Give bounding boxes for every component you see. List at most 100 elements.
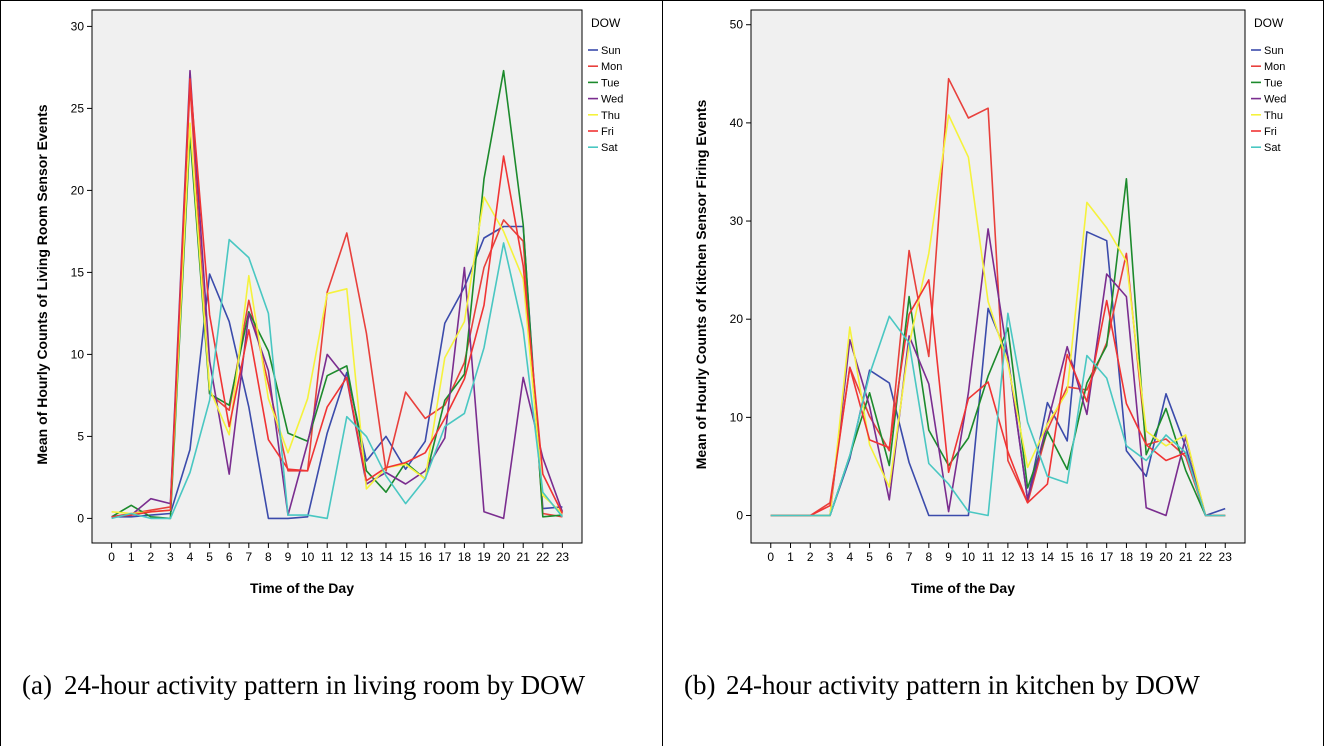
living-room-x-tick-label: 18	[458, 550, 472, 564]
living-room-x-tick-label: 6	[226, 550, 233, 564]
kitchen-x-tick-label: 17	[1100, 550, 1114, 564]
living-room-y-axis-label: Mean of Hourly Counts of Living Room Sen…	[34, 104, 50, 464]
living-room-series-line-sat	[111, 238, 564, 520]
kitchen-legend-label: Sat	[1264, 142, 1281, 154]
living-room-legend-title: DOW	[591, 16, 621, 30]
living-room-x-tick-label: 10	[301, 550, 315, 564]
kitchen-legend-title: DOW	[1254, 16, 1284, 30]
kitchen-x-tick-label: 11	[982, 550, 995, 564]
living-room-y-tick-label: 25	[71, 101, 85, 115]
kitchen-x-tick-label: 3	[827, 550, 834, 564]
living-room-y-tick-label: 20	[71, 183, 85, 197]
living-room-x-tick-label: 1	[128, 550, 135, 564]
living-room-x-tick-label: 12	[340, 550, 354, 564]
living-room-series-line-thu	[111, 122, 563, 515]
living-room-x-tick-label: 7	[245, 550, 252, 564]
kitchen-x-tick-label: 5	[866, 550, 873, 564]
kitchen-x-tick-label: 16	[1080, 550, 1094, 564]
living-room-x-tick-label: 14	[379, 550, 393, 564]
living-room-x-tick-label: 22	[536, 550, 550, 564]
living-room-plot-area	[91, 9, 583, 544]
chart-panel-living-room: 0 5 10 15 20 25 30 0 1 2 3 4 5 6 7 8 9 10 11 12 13 14 15 16 17 18…	[34, 9, 623, 596]
living-room-legend-label: Tue	[601, 77, 620, 89]
living-room-legend-label: Sat	[601, 142, 618, 154]
kitchen-series-group	[770, 77, 1226, 517]
kitchen-x-axis-label: Time of the Day	[911, 580, 1015, 596]
living-room-y-tick-label: 10	[71, 347, 85, 361]
living-room-x-tick-label: 0	[108, 550, 115, 564]
living-room-x-tick-label: 11	[321, 550, 334, 564]
living-room-x-tick-label: 23	[556, 550, 570, 564]
living-room-x-tick-label: 9	[285, 550, 292, 564]
kitchen-legend-label: Fri	[1264, 126, 1277, 138]
kitchen-x-tick-label: 14	[1041, 550, 1055, 564]
living-room-x-tick-label: 4	[187, 550, 194, 564]
kitchen-x-tick-label: 23	[1219, 550, 1233, 564]
chart-panel-kitchen: 0 10 20 30 40 50 0 1 2 3 4 5 6 7 8 9 10 11 12 13 14 15 16 17 18 1…	[662, 0, 1324, 746]
kitchen-y-tick-label: 40	[730, 116, 744, 130]
living-room-x-axis-label: Time of the Day	[250, 580, 354, 596]
living-room-x-tick-label: 13	[360, 550, 374, 564]
living-room-series-line-fri	[111, 78, 564, 518]
living-room-series-line-sun	[111, 225, 563, 520]
kitchen-y-tick-label: 0	[736, 509, 743, 523]
living-room-y-tick-label: 5	[77, 429, 84, 443]
living-room-x-tick-label: 5	[206, 550, 213, 564]
caption-b: (b) 24-hour activity pattern in kitchen b…	[684, 668, 1304, 702]
kitchen-y-axis-label: Mean of Hourly Counts of Kitchen Sensor …	[693, 100, 709, 470]
living-room-y-tick-label: 15	[71, 265, 85, 279]
living-room-series-group	[111, 69, 564, 520]
kitchen-x-tick-label: 6	[886, 550, 893, 564]
kitchen-x-tick-label: 1	[787, 550, 794, 564]
living-room-x-tick-label: 3	[167, 550, 174, 564]
kitchen-x-tick-label: 10	[962, 550, 976, 564]
kitchen-y-tick-label: 10	[730, 410, 744, 424]
caption-b-text: 24-hour activity pattern in kitchen by D…	[726, 670, 1200, 700]
living-room-x-tick-label: 21	[517, 550, 531, 564]
living-room-x-tick-label: 2	[147, 550, 154, 564]
kitchen-series-line-sat	[770, 312, 1226, 517]
kitchen-series-line-wed	[770, 228, 1226, 517]
living-room-x-tick-label: 8	[265, 550, 272, 564]
kitchen-x-tick-label: 13	[1021, 550, 1035, 564]
kitchen-x-tick-label: 9	[945, 550, 952, 564]
kitchen-legend-label: Mon	[1264, 61, 1285, 73]
kitchen-y-tick-label: 20	[730, 312, 744, 326]
living-room-y-tick-label: 30	[71, 19, 85, 33]
kitchen-x-tick-label: 15	[1060, 550, 1074, 564]
kitchen-legend-label: Tue	[1264, 77, 1283, 89]
kitchen-legend-label: Wed	[1264, 94, 1286, 106]
living-room-x-tick-label: 17	[438, 550, 452, 564]
caption-a-label: (a)	[22, 670, 52, 700]
kitchen-x-tick-label: 20	[1159, 550, 1173, 564]
kitchen-x-tick-label: 21	[1179, 550, 1193, 564]
kitchen-x-tick-label: 4	[846, 550, 853, 564]
panel-divider	[662, 0, 663, 746]
kitchen-y-tick-label: 50	[730, 18, 744, 32]
kitchen-x-tick-label: 22	[1199, 550, 1213, 564]
kitchen-legend-label: Thu	[1264, 110, 1283, 122]
living-room-x-tick-label: 15	[399, 550, 413, 564]
kitchen-series-line-thu	[770, 114, 1226, 517]
kitchen-x-tick-label: 19	[1140, 550, 1154, 564]
kitchen-x-tick-label: 8	[925, 550, 932, 564]
caption-a-text: 24-hour activity pattern in living room …	[64, 670, 586, 700]
caption-b-label: (b)	[684, 670, 716, 700]
living-room-x-tick-label: 19	[477, 550, 491, 564]
living-room-legend-label: Mon	[601, 61, 622, 73]
living-room-legend-label: Sun	[601, 45, 621, 57]
living-room-x-tick-label: 20	[497, 550, 511, 564]
kitchen-x-tick-label: 0	[767, 550, 774, 564]
kitchen-x-tick-label: 12	[1001, 550, 1015, 564]
kitchen-legend-label: Sun	[1264, 45, 1284, 57]
living-room-x-tick-label: 16	[419, 550, 433, 564]
kitchen-x-tick-label: 2	[807, 550, 814, 564]
kitchen-x-tick-label: 18	[1120, 550, 1134, 564]
living-room-legend-label: Fri	[601, 126, 614, 138]
living-room-legend-label: Thu	[601, 110, 620, 122]
living-room-y-tick-label: 0	[77, 511, 84, 525]
kitchen-y-tick-label: 30	[730, 214, 744, 228]
caption-a: (a) 24-hour activity pattern in living ro…	[22, 668, 642, 702]
